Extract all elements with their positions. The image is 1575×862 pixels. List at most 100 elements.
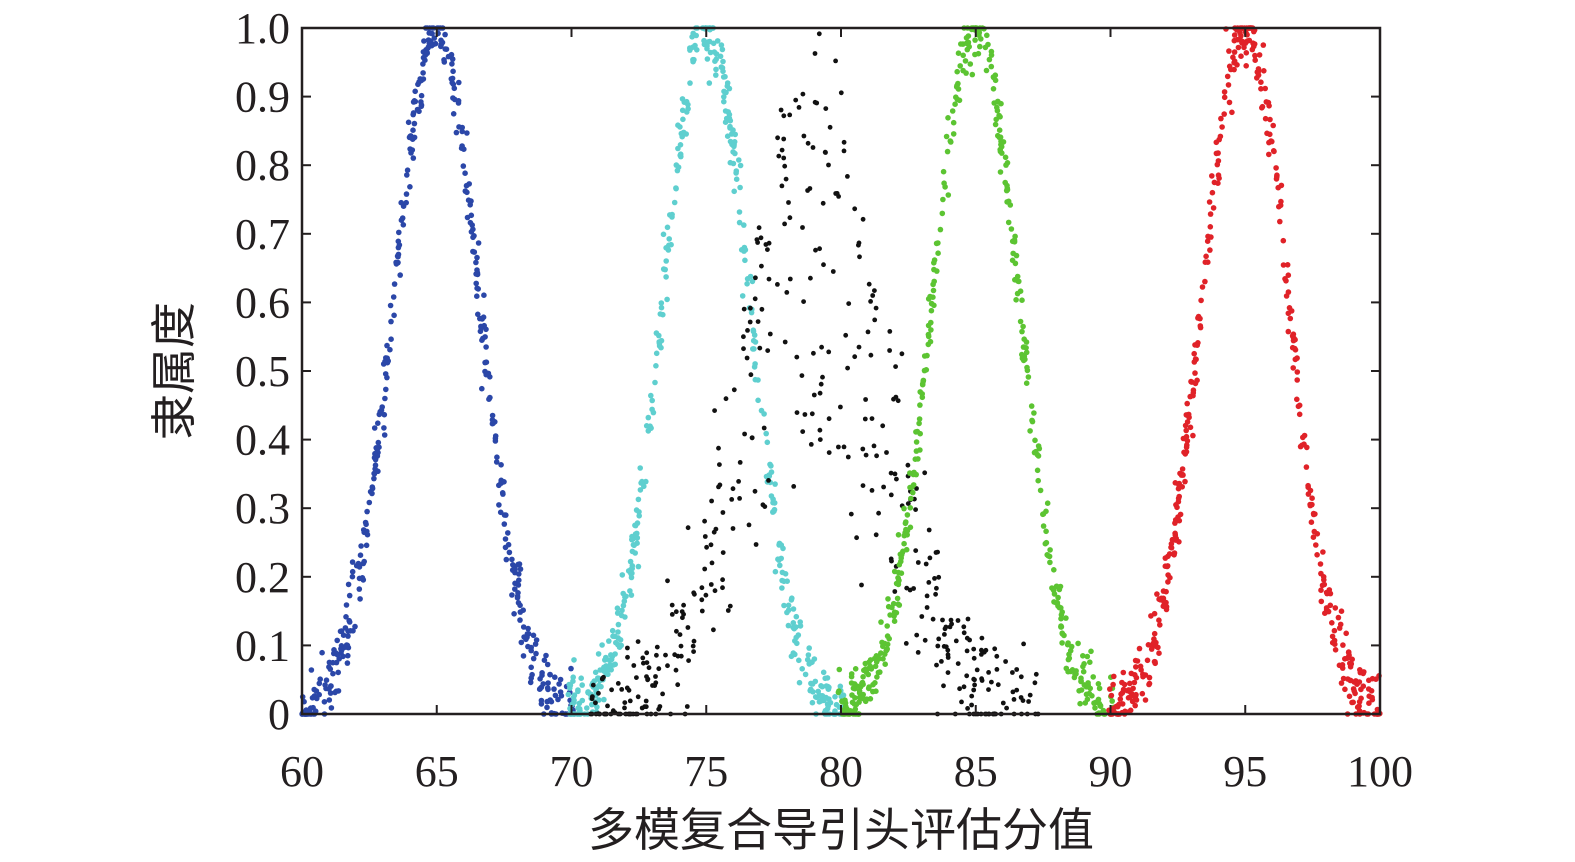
data-point — [632, 522, 638, 529]
data-point — [958, 41, 964, 47]
data-point — [771, 500, 778, 506]
data-point — [939, 659, 944, 664]
data-point — [797, 619, 803, 625]
data-point — [714, 38, 721, 44]
data-point — [657, 311, 664, 317]
data-point — [992, 121, 999, 128]
data-point — [817, 390, 823, 396]
data-point — [818, 698, 824, 704]
data-point — [854, 683, 861, 689]
data-point — [381, 425, 387, 431]
data-point — [800, 429, 806, 434]
data-point — [475, 286, 482, 292]
data-point — [844, 705, 850, 712]
data-point — [988, 48, 995, 55]
data-point — [1019, 297, 1025, 304]
data-point — [411, 120, 418, 127]
data-point — [1040, 511, 1047, 517]
data-point — [711, 529, 717, 535]
data-point — [603, 654, 609, 661]
data-point — [677, 142, 684, 148]
data-point — [622, 594, 628, 600]
data-point — [459, 128, 466, 135]
data-point — [969, 702, 974, 708]
data-point — [942, 184, 948, 190]
data-point — [1056, 586, 1063, 593]
data-point — [817, 246, 822, 252]
data-point — [1280, 237, 1287, 244]
data-point — [465, 197, 472, 203]
data-point — [942, 632, 947, 637]
data-point — [895, 532, 902, 538]
data-point — [729, 497, 735, 502]
data-point — [852, 706, 859, 712]
data-point — [1262, 85, 1268, 92]
data-point — [720, 585, 725, 591]
data-point — [501, 521, 508, 527]
data-point — [1000, 700, 1006, 706]
data-point — [838, 404, 843, 410]
data-point — [635, 496, 642, 503]
data-point — [713, 72, 719, 78]
data-point — [1350, 699, 1356, 706]
data-point — [640, 655, 646, 661]
data-point — [852, 354, 858, 360]
data-point — [996, 127, 1003, 133]
data-point — [1277, 218, 1283, 225]
data-point — [352, 623, 358, 630]
data-point — [1303, 464, 1310, 470]
data-point — [663, 652, 668, 658]
x-tick-label: 65 — [415, 747, 459, 796]
data-point — [1053, 600, 1059, 606]
data-point — [887, 612, 893, 618]
data-point — [860, 483, 866, 488]
data-point — [872, 288, 877, 293]
data-point — [800, 91, 806, 97]
data-point — [903, 546, 910, 553]
data-point — [1023, 380, 1030, 387]
data-point — [1171, 550, 1178, 556]
data-point — [1026, 699, 1031, 704]
y-tick-label: 0.4 — [235, 416, 290, 465]
data-point — [599, 642, 605, 648]
data-point — [596, 690, 601, 696]
data-point — [1172, 532, 1179, 538]
data-point — [496, 502, 502, 508]
data-point — [925, 331, 932, 338]
data-point — [882, 651, 888, 657]
data-point — [520, 653, 527, 659]
data-point — [930, 616, 936, 622]
data-point — [779, 585, 785, 591]
data-point — [1005, 219, 1012, 226]
data-point — [1221, 111, 1227, 117]
x-tick-label: 95 — [1223, 747, 1267, 796]
data-point — [1117, 696, 1124, 702]
data-point — [474, 293, 480, 300]
x-tick-label: 90 — [1089, 747, 1133, 796]
data-point — [832, 694, 838, 700]
data-point — [470, 226, 476, 233]
data-point — [442, 46, 449, 52]
data-point — [751, 364, 758, 370]
data-point — [848, 511, 854, 517]
data-point — [575, 687, 581, 693]
data-point — [1344, 655, 1351, 661]
data-point — [830, 269, 836, 274]
data-point — [514, 595, 521, 601]
data-point — [878, 619, 884, 625]
data-point — [1356, 699, 1363, 705]
data-point — [388, 318, 394, 325]
data-point — [802, 671, 809, 678]
data-point — [308, 667, 315, 673]
data-point — [372, 462, 379, 469]
data-point — [1190, 390, 1197, 396]
data-point — [1205, 233, 1211, 240]
data-point — [691, 638, 697, 644]
data-point — [629, 536, 635, 543]
data-point — [1226, 48, 1232, 54]
data-point — [1065, 640, 1071, 646]
data-point — [356, 586, 363, 592]
data-point — [722, 108, 729, 114]
data-point — [782, 339, 788, 345]
data-point — [876, 510, 881, 516]
